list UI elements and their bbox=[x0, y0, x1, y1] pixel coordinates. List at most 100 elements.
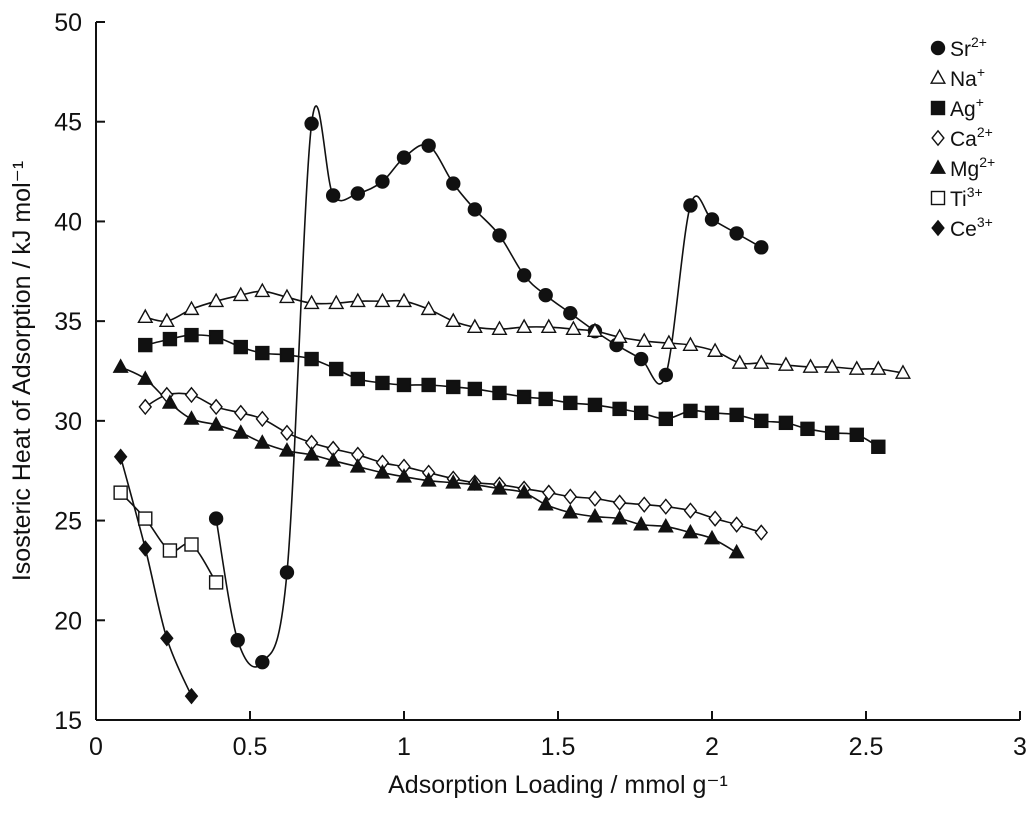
axes: 0 0.5 1 1.5 2 2.5 3 15 20 25 30 35 40 45 50 bbox=[54, 9, 1027, 761]
legend-label-base: Ti bbox=[950, 188, 967, 211]
data-point-mg2 bbox=[374, 464, 391, 479]
data-point-ag bbox=[587, 397, 603, 413]
data-point-ca2 bbox=[138, 398, 153, 416]
data-point-ca2 bbox=[184, 386, 199, 404]
data-point-sr2 bbox=[658, 367, 673, 383]
data-point-na bbox=[516, 318, 533, 334]
data-point-ag bbox=[612, 401, 627, 417]
data-point-sr2 bbox=[279, 565, 295, 580]
data-point-ag bbox=[871, 439, 886, 454]
data-point-na bbox=[540, 318, 557, 334]
data-point-ti3 bbox=[184, 537, 199, 552]
y-tick-label: 30 bbox=[54, 408, 82, 436]
data-point-ca2 bbox=[659, 498, 673, 515]
data-point-ag bbox=[563, 395, 578, 411]
y-tick-label: 15 bbox=[54, 707, 82, 735]
data-point-mg2 bbox=[349, 458, 366, 473]
y-tick-label: 40 bbox=[54, 208, 82, 236]
data-point-na bbox=[894, 364, 911, 379]
legend-item-ce3: Ce3+ bbox=[931, 214, 993, 241]
legend: Sr2+Na+Ag+Ca2+Mg2+Ti3+Ce3+ bbox=[929, 34, 995, 241]
data-point-sr2 bbox=[516, 268, 532, 283]
legend-item-ti3: Ti3+ bbox=[930, 184, 983, 211]
data-point-mg2 bbox=[325, 452, 342, 467]
data-point-mg2 bbox=[633, 515, 650, 531]
data-point-ce3 bbox=[138, 540, 153, 557]
data-point-ca2 bbox=[729, 516, 744, 533]
data-point-ag bbox=[704, 405, 720, 421]
y-axis-title: Isosteric Heat of Adsorption / kJ mol⁻¹ bbox=[8, 161, 36, 581]
data-point-mg2 bbox=[586, 507, 603, 523]
data-point-na bbox=[374, 292, 391, 308]
data-point-sr2 bbox=[375, 174, 390, 189]
data-point-ca2 bbox=[255, 410, 270, 428]
legend-marker-sr2 bbox=[930, 40, 946, 56]
data-point-na bbox=[349, 292, 366, 308]
x-tick-label: 1 bbox=[397, 733, 411, 761]
data-point-na bbox=[731, 354, 748, 369]
data-point-ag bbox=[824, 425, 840, 441]
data-point-ag bbox=[329, 361, 344, 377]
data-point-ti3 bbox=[162, 543, 178, 558]
data-point-ca2 bbox=[754, 524, 769, 541]
data-point-na bbox=[802, 358, 819, 373]
data-point-mg2 bbox=[254, 434, 271, 449]
data-point-ca2 bbox=[588, 490, 602, 507]
legend-label-ti3: Ti3+ bbox=[950, 184, 983, 211]
data-point-ca2 bbox=[209, 398, 223, 416]
data-point-mg2 bbox=[161, 394, 178, 409]
legend-label-sup: 2+ bbox=[977, 124, 993, 140]
data-point-sr2 bbox=[396, 150, 412, 165]
legend-item-sr2: Sr2+ bbox=[930, 34, 987, 61]
data-point-ag bbox=[255, 345, 270, 361]
data-point-sr2 bbox=[446, 176, 461, 191]
data-point-ag bbox=[729, 407, 744, 423]
data-point-ag bbox=[208, 329, 224, 345]
data-point-ag bbox=[446, 379, 461, 395]
data-point-na bbox=[848, 360, 865, 375]
legend-item-mg2: Mg2+ bbox=[929, 154, 995, 181]
data-point-ca2 bbox=[234, 404, 248, 422]
data-point-mg2 bbox=[491, 480, 508, 495]
data-point-na bbox=[707, 342, 724, 357]
legend-marker-ti3 bbox=[930, 190, 946, 206]
data-point-na bbox=[466, 318, 483, 334]
x-axis-title: Adsorption Loading / mmol g⁻¹ bbox=[388, 771, 728, 799]
data-point-na bbox=[565, 320, 582, 336]
data-point-na bbox=[420, 300, 437, 316]
data-point-na bbox=[254, 282, 271, 298]
legend-item-ca2: Ca2+ bbox=[931, 124, 993, 151]
data-point-ca2 bbox=[280, 424, 294, 442]
data-point-ca2 bbox=[683, 502, 698, 519]
data-point-na bbox=[183, 300, 200, 316]
series-line-ce3 bbox=[119, 456, 193, 697]
data-point-mg2 bbox=[682, 523, 699, 539]
x-tick-label: 0.5 bbox=[233, 733, 268, 761]
data-point-sr2 bbox=[683, 198, 698, 213]
data-point-ce3 bbox=[113, 448, 128, 466]
data-point-sr2 bbox=[421, 138, 436, 153]
data-point-sr2 bbox=[704, 212, 720, 227]
legend-label-ag: Ag+ bbox=[950, 94, 984, 121]
data-point-ag bbox=[233, 339, 248, 355]
data-point-sr2 bbox=[538, 288, 553, 303]
data-point-na bbox=[208, 292, 225, 308]
data-point-sr2 bbox=[350, 186, 365, 201]
data-point-sr2 bbox=[492, 228, 507, 243]
data-point-mg2 bbox=[657, 517, 674, 533]
data-point-ag bbox=[184, 327, 199, 343]
legend-marker-ag bbox=[930, 100, 946, 116]
data-point-sr2 bbox=[633, 351, 649, 367]
x-tick-label: 2 bbox=[705, 733, 719, 761]
data-point-ce3 bbox=[184, 687, 199, 705]
legend-label-ce3: Ce3+ bbox=[950, 214, 993, 241]
data-point-ag bbox=[350, 371, 365, 387]
data-point-mg2 bbox=[183, 410, 200, 425]
legend-label-sup: 2+ bbox=[971, 34, 987, 50]
data-point-ag bbox=[778, 415, 794, 431]
legend-label-sr2: Sr2+ bbox=[950, 34, 987, 61]
data-point-sr2 bbox=[729, 226, 744, 241]
data-point-ag bbox=[800, 421, 815, 437]
legend-label-sup: 3+ bbox=[967, 184, 983, 200]
x-tick-label: 0 bbox=[89, 733, 103, 761]
